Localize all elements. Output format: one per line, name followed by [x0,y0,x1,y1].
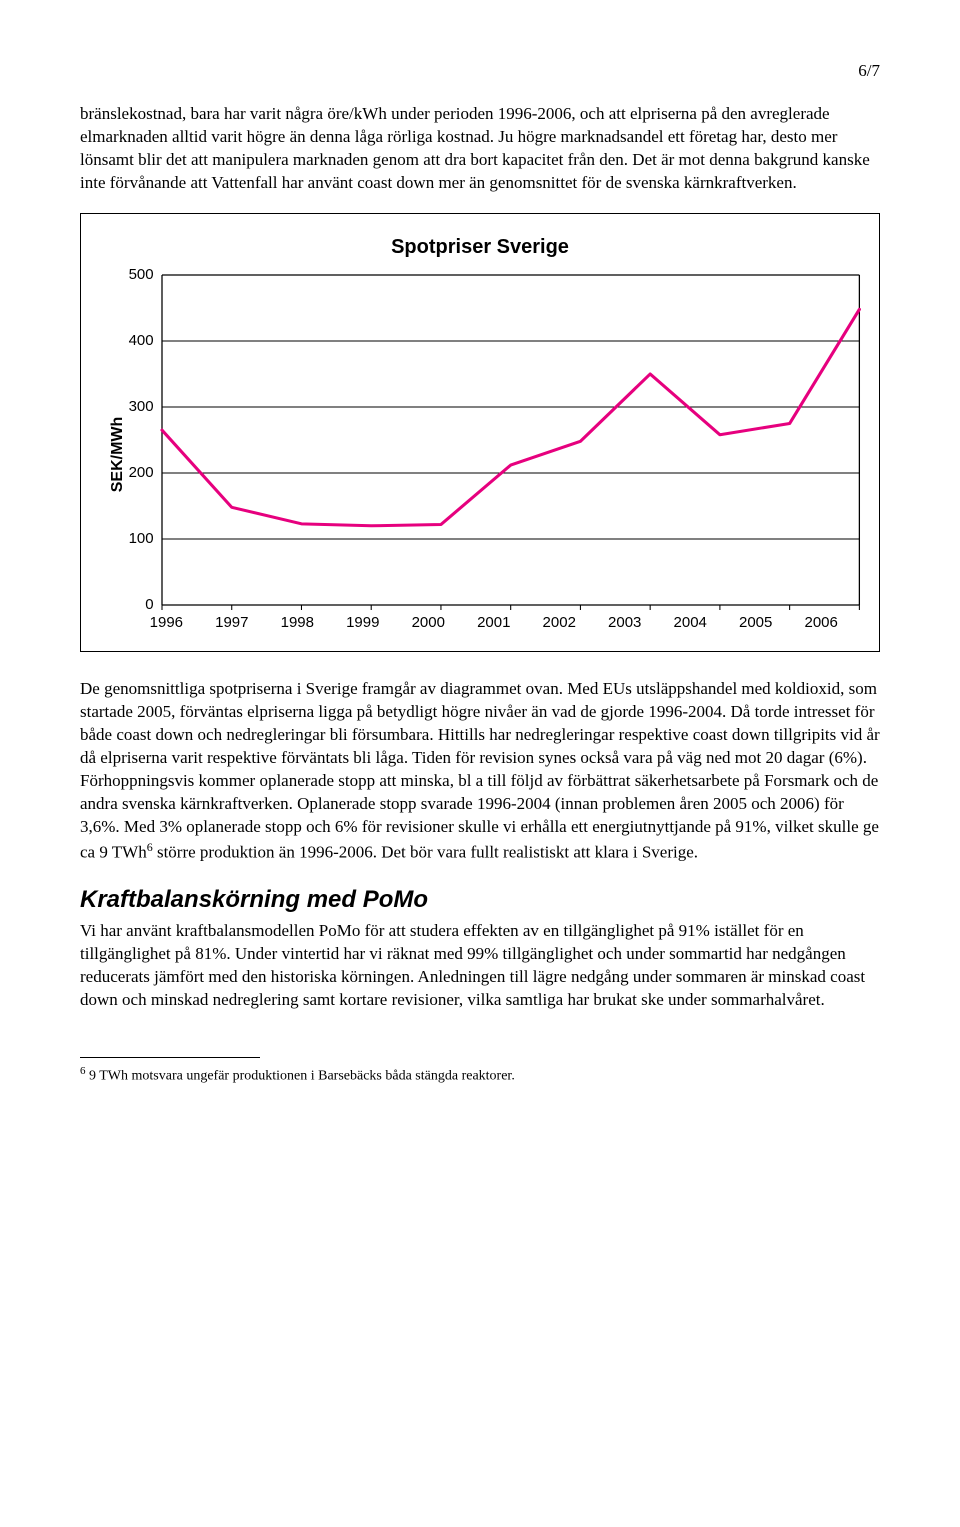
paragraph-1: bränslekostnad, bara har varit några öre… [80,103,880,195]
chart-x-tick: 2001 [461,613,526,633]
chart-x-tick: 2005 [723,613,788,633]
chart-x-tick: 2006 [788,613,853,633]
chart-x-tick: 1997 [199,613,264,633]
chart-x-tick: 1998 [265,613,330,633]
chart-x-tick: 1999 [330,613,395,633]
chart-plot-area [162,275,859,605]
chart-x-tick: 2002 [527,613,592,633]
chart-x-tick: 2000 [396,613,461,633]
chart-title: Spotpriser Sverige [101,234,859,261]
chart-x-tick: 1996 [134,613,199,633]
chart-y-axis-label: SEK/MWh [101,275,129,633]
chart-y-ticks: 5004003002001000 [129,275,162,605]
section-heading-pomo: Kraftbalanskörning med PoMo [80,884,880,916]
page-number: 6/7 [80,60,880,83]
chart-x-tick: 2004 [657,613,722,633]
spotpriser-chart: Spotpriser Sverige SEK/MWh 5004003002001… [80,213,880,652]
chart-x-ticks: 1996199719981999200020012002200320042005… [129,613,859,633]
paragraph-2: De genomsnittliga spotpriserna i Sverige… [80,678,880,864]
footnote-separator [80,1057,260,1058]
chart-x-tick: 2003 [592,613,657,633]
footnote-6: 6 9 TWh motsvara ungefär produktionen i … [80,1064,880,1087]
paragraph-3: Vi har använt kraftbalansmodellen PoMo f… [80,920,880,1012]
